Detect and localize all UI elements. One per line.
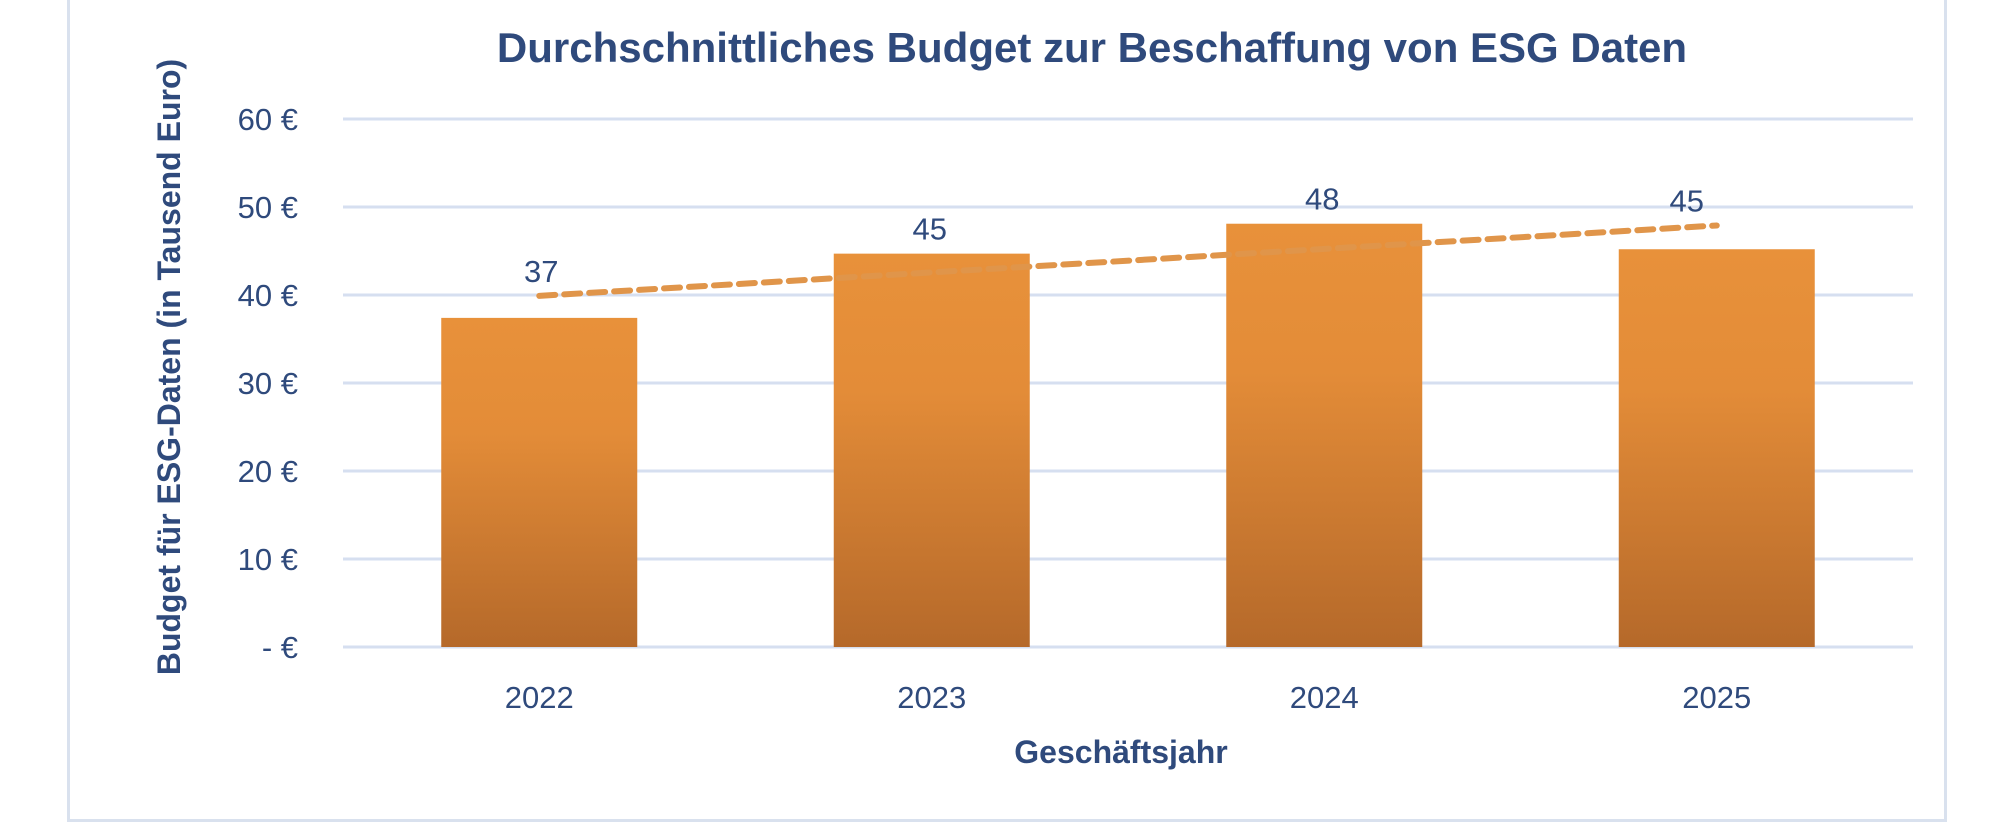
y-tick-label: 60 € [238,102,298,137]
y-tick-label: 40 € [238,278,298,313]
trendline-group [536,222,1720,299]
x-tick-label: 2025 [1682,680,1751,715]
bars [441,223,1815,648]
y-tick-label: 20 € [238,454,298,489]
x-tick-label: 2024 [1290,680,1359,715]
data-label-2022: 37 [524,254,558,289]
x-axis-label: Geschäftsjahr [1014,734,1227,770]
y-axis-label: Budget für ESG-Daten (in Tausend Euro) [151,59,187,675]
trendline [536,222,1720,299]
chart-title: Durchschnittliches Budget zur Beschaffun… [497,24,1687,71]
y-axis-ticks: - € 10 € 20 € 30 € 40 € 50 € 60 € [238,102,298,665]
data-label-2024: 48 [1305,182,1339,217]
data-label-2025: 45 [1670,183,1704,218]
bar-2025 [1618,249,1815,648]
x-tick-label: 2023 [897,680,966,715]
y-tick-label: 50 € [238,190,298,225]
bar-2022 [441,317,638,647]
data-labels: 37 45 48 45 [524,182,1704,289]
y-tick-label: 30 € [238,366,298,401]
x-axis-ticks: 2022 2023 2024 2025 [505,680,1751,715]
x-tick-label: 2022 [505,680,574,715]
bar-2023 [833,253,1030,647]
data-label-2023: 45 [913,212,947,247]
y-tick-label: 10 € [238,542,298,577]
bar-2024 [1226,223,1423,647]
y-tick-label: - € [262,630,298,665]
